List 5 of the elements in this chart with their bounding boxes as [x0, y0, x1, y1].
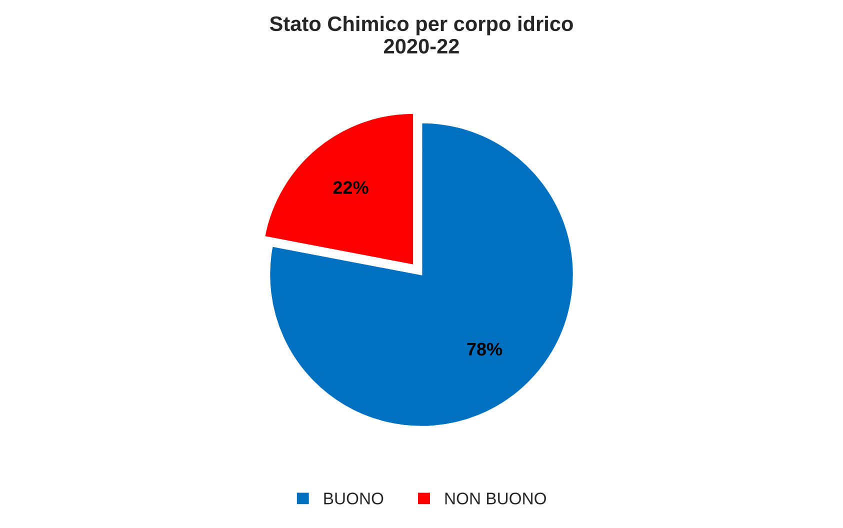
chart-title: Stato Chimico per corpo idrico 2020-22: [270, 16, 573, 54]
data-label: 22%: [333, 181, 368, 194]
data-label: 78%: [467, 342, 502, 356]
legend-label: BUONO: [324, 492, 384, 504]
legend-label: NON BUONO: [445, 492, 546, 504]
